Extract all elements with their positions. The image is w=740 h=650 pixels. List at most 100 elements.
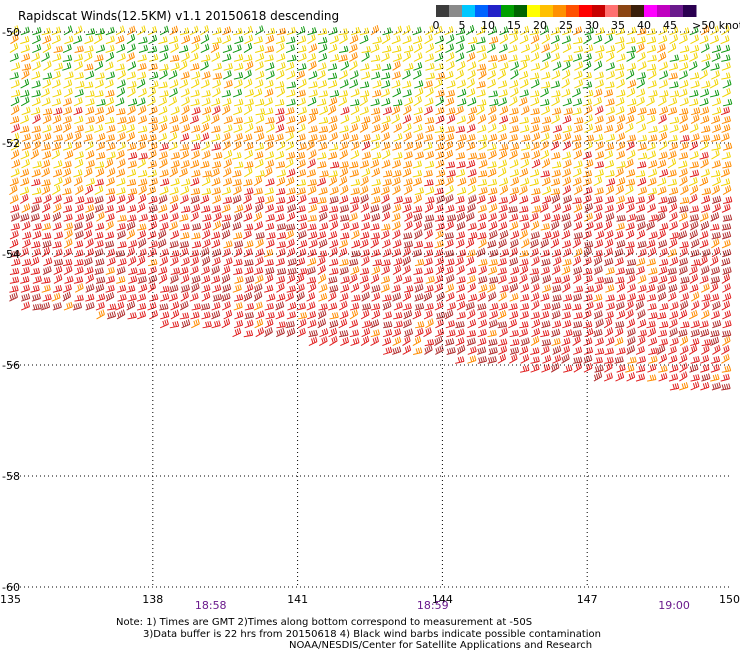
- wind-barb-flag: [166, 90, 169, 96]
- wind-barb-staff: [370, 48, 380, 53]
- wind-barb-flag: [67, 98, 70, 104]
- wind-barb-flag: [548, 52, 551, 58]
- wind-barb-flag: [256, 126, 259, 132]
- wind-barb: [83, 167, 93, 178]
- wind-barb-staff: [701, 85, 711, 89]
- wind-barb-flag: [505, 33, 509, 40]
- wind-barb-flag: [503, 27, 507, 33]
- wind-barb-flag: [216, 88, 219, 94]
- wind-barb-staff: [688, 65, 698, 71]
- wind-barb: [478, 69, 487, 80]
- wind-barb: [487, 62, 498, 71]
- wind-barb-flag: [439, 160, 443, 166]
- wind-barb-flag: [239, 106, 243, 112]
- wind-barb-staff: [254, 84, 264, 89]
- wind-barb: [10, 149, 20, 160]
- wind-barb: [593, 60, 603, 71]
- wind-barb: [73, 25, 83, 36]
- wind-barb-flag: [301, 36, 305, 42]
- wind-barb-flag: [685, 113, 688, 120]
- wind-barb: [265, 116, 275, 125]
- wind-barb-flag: [344, 161, 347, 167]
- wind-barb: [275, 161, 286, 169]
- wind-barb-staff: [158, 110, 168, 116]
- wind-barb: [137, 62, 147, 71]
- wind-barb-flag: [113, 124, 116, 131]
- wind-barb-flag: [491, 37, 495, 43]
- wind-barb-flag: [686, 141, 689, 147]
- wind-barb-flag: [48, 97, 51, 103]
- wind-barb-flag: [331, 106, 335, 112]
- wind-barb-staff: [551, 94, 561, 98]
- wind-barb-flag: [112, 26, 115, 33]
- wind-barb: [509, 96, 518, 107]
- wind-barb-flag: [79, 81, 83, 87]
- wind-barb-staff: [478, 145, 487, 151]
- wind-barb: [265, 140, 274, 151]
- wind-barb-flag: [570, 54, 573, 61]
- wind-barb-staff: [84, 40, 94, 45]
- wind-barb-flag: [523, 71, 527, 77]
- wind-barb-flag: [630, 88, 634, 94]
- wind-barb-flag: [90, 160, 93, 166]
- wind-barb-staff: [191, 154, 200, 160]
- wind-barb-flag: [58, 26, 61, 32]
- wind-barb-flag: [26, 35, 30, 42]
- wind-barb-flag: [568, 60, 571, 67]
- wind-barb-flag: [112, 44, 115, 51]
- wind-barb: [435, 72, 446, 80]
- wind-barb: [308, 125, 318, 133]
- wind-barb-flag: [55, 170, 58, 176]
- wind-barb-staff: [200, 83, 210, 89]
- wind-barb-flag: [301, 90, 304, 96]
- wind-barb: [104, 79, 114, 89]
- wind-barb-staff: [169, 119, 179, 125]
- wind-barb-flag: [399, 169, 402, 176]
- wind-barb-flag: [715, 150, 718, 156]
- wind-barb: [445, 43, 455, 53]
- wind-barb-staff: [371, 172, 380, 178]
- wind-barb-flag: [311, 135, 314, 141]
- wind-barb-flag: [164, 64, 167, 70]
- wind-barb: [658, 151, 668, 160]
- wind-barb-flag: [612, 81, 615, 87]
- wind-barb-flag: [516, 69, 519, 75]
- wind-barb-flag: [283, 169, 286, 175]
- wind-barb-flag: [251, 88, 254, 95]
- wind-barb-staff: [520, 59, 530, 62]
- wind-barb-flag: [695, 61, 698, 67]
- wind-barb-flag: [323, 106, 327, 113]
- wind-barb-staff: [445, 137, 454, 142]
- wind-barb-flag: [248, 142, 252, 149]
- wind-barb-flag: [395, 115, 399, 121]
- wind-barb-staff: [20, 83, 29, 89]
- wind-barb: [180, 132, 190, 142]
- wind-barb-staff: [317, 84, 327, 89]
- wind-barb: [308, 70, 318, 80]
- wind-barb: [42, 124, 52, 133]
- wind-barb: [626, 149, 636, 160]
- wind-barb-staff: [497, 137, 507, 142]
- wind-barb-staff: [658, 118, 667, 125]
- wind-barb: [127, 98, 138, 107]
- wind-barb-flag: [555, 27, 558, 33]
- wind-barb-flag: [631, 80, 635, 86]
- wind-barb: [85, 28, 96, 36]
- wind-barb-flag: [556, 161, 560, 167]
- wind-barb: [181, 104, 190, 116]
- wind-barb-flag: [567, 160, 570, 166]
- wind-barb-flag: [393, 107, 397, 113]
- wind-barb: [391, 35, 401, 45]
- wind-barb-flag: [323, 126, 326, 132]
- wind-barb-flag: [270, 28, 274, 34]
- wind-barb: [551, 90, 561, 98]
- wind-barb-staff: [244, 39, 253, 45]
- wind-barb-flag: [161, 143, 165, 150]
- wind-barb-flag: [120, 63, 123, 70]
- wind-barb-flag: [99, 90, 102, 96]
- wind-barb-flag: [597, 89, 601, 95]
- wind-barb-staff: [433, 83, 443, 89]
- wind-barb-flag: [451, 170, 454, 176]
- wind-barb-flag: [533, 36, 536, 42]
- wind-barb-flag: [335, 26, 338, 33]
